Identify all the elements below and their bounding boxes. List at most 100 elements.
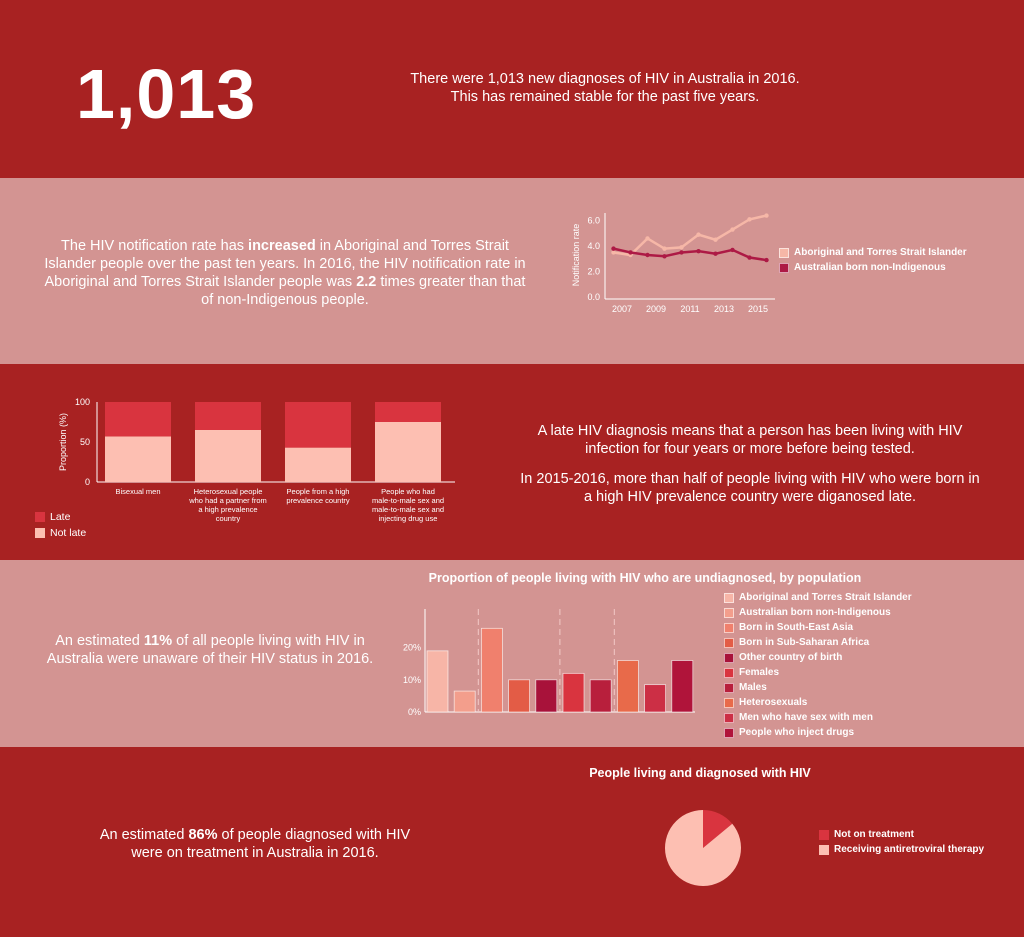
notification-rate-line-chart: 0.0 2.0 4.0 6.0 2007 2009 2011 2013 2015 Notifica… (571, 213, 775, 314)
undiag-bar (453, 690, 476, 713)
treatment-text: An estimated 86% of people diagnosed wit… (95, 826, 415, 862)
stack-category-label: People who had male-to-male sex and male-t… (372, 487, 444, 523)
pie-legend-swatch-receiving-art (819, 844, 829, 855)
line-y-tick-label: 4.0 (587, 241, 600, 251)
pie-legend-label-not-on-treatment: Not on treatment (834, 829, 914, 840)
undiag-legend-label: Born in South-East Asia (739, 622, 854, 633)
line-x-tick-label: 2011 (680, 304, 699, 314)
line-point (662, 254, 667, 259)
undiag-legend-label: Born in Sub-Saharan Africa (739, 637, 870, 648)
undiag-legend-item: Males (724, 680, 912, 695)
undiag-legend-item: Aboriginal and Torres Strait Islander (724, 590, 912, 605)
undiag-bar (616, 660, 639, 713)
section-total-diagnoses (0, 0, 1024, 178)
treatment-text-bold: 86% (188, 827, 218, 843)
stack-bar-late (375, 402, 441, 422)
stack-bar-not-late (285, 447, 351, 482)
undiagnosed-text-2: of all people living with HIV in Austral… (46, 633, 374, 667)
line-point (713, 251, 718, 256)
line-x-tick-label: 2015 (748, 304, 768, 314)
notification-text-3: times greater than that of non-Indigenou… (201, 274, 526, 308)
stack-legend-label-late: Late (50, 511, 71, 523)
undiag-y-tick-label: 0% (408, 707, 421, 717)
line-point (662, 246, 667, 251)
line-y-axis-label: Notification rate (571, 224, 581, 287)
undiag-legend-swatch (724, 682, 734, 693)
undiag-legend-item: Heterosexuals (724, 695, 912, 710)
undiag-bar (589, 679, 612, 713)
late-diagnosis-paragraph-1: A late HIV diagnosis means that a person… (537, 423, 963, 457)
pie-slice-receiving-art (665, 810, 741, 886)
line-y-tick-label: 0.0 (587, 292, 600, 302)
line-point (645, 236, 650, 241)
section-treatment (0, 747, 1024, 937)
stack-y-tick-label: 0 (85, 477, 90, 487)
notification-text-1: The HIV notification rate has (61, 238, 249, 254)
undiag-legend-label: People who inject drugs (739, 727, 855, 738)
stack-bar-not-late (375, 422, 441, 482)
undiag-legend-swatch (724, 637, 734, 648)
undiag-bar (481, 627, 503, 713)
stack-bar-late (195, 402, 261, 430)
pie-legend-item-not-on-treatment: Not on treatment (819, 829, 914, 840)
undiagnosed-legend: Aboriginal and Torres Strait Islander Aus… (724, 590, 912, 740)
notification-text-bold-1: increased (248, 238, 316, 254)
notification-text-2: in Aboriginal and Torres Strait Islander… (44, 238, 526, 290)
undiag-legend-swatch (724, 727, 734, 738)
undiag-legend-item: Australian born non-Indigenous (724, 605, 912, 620)
line-legend-item-non-indigenous: Australian born non-Indigenous (779, 262, 946, 273)
line-series-aboriginal (613, 214, 767, 257)
line-point (645, 252, 650, 258)
stack-bar-not-late (195, 430, 261, 482)
undiag-bar (562, 672, 585, 713)
late-diagnosis-paragraph-2: In 2015-2016, more than half of people l… (520, 471, 980, 505)
stack-legend-item-late: Late (35, 511, 70, 523)
line-point (713, 237, 718, 242)
pie-legend-label-receiving-art: Receiving antiretroviral therapy (834, 844, 985, 855)
undiagnosed-text-bold: 11% (143, 633, 173, 649)
undiagnosed-text-1: An estimated (55, 633, 144, 649)
stack-category-label: People from a high prevalence country (286, 487, 350, 505)
treatment-text-1: An estimated (99, 827, 189, 843)
undiag-legend-label: Aboriginal and Torres Strait Islander (739, 592, 912, 603)
undiagnosed-bar-chart: 0% 10% 20% (403, 609, 695, 717)
line-y-tick-label: 6.0 (587, 216, 600, 226)
total-diagnoses-text: There were 1,013 new diagnoses of HIV in… (380, 70, 830, 106)
pie-legend-swatch-not-on-treatment (819, 829, 829, 840)
line-legend-label-aboriginal: Aboriginal and Torres Strait Islander (794, 247, 967, 258)
stack-legend-swatch-not-late (35, 528, 45, 538)
line-point (679, 245, 684, 250)
late-diagnosis-bar-chart: 0 50 100 Proportion (%) Bisexual men Heterose… (58, 397, 455, 523)
line-x-tick-label: 2007 (612, 304, 632, 314)
treatment-text-2: of people diagnosed with HIV were on tre… (131, 827, 411, 861)
undiag-legend-swatch (724, 667, 734, 678)
line-y-tick-label: 2.0 (587, 267, 600, 277)
undiag-bar (535, 679, 558, 713)
undiag-bar (426, 650, 449, 713)
total-diagnoses-line1: There were 1,013 new diagnoses of HIV in… (410, 71, 800, 87)
stack-legend-item-not-late: Not late (35, 527, 86, 539)
total-diagnoses-number: 1,013 (76, 55, 257, 133)
pie-legend-item-receiving-art: Receiving antiretroviral therapy (819, 844, 984, 855)
stack-y-tick-label: 100 (75, 397, 90, 407)
line-point (730, 227, 735, 232)
total-diagnoses-line2: This has remained stable for the past fi… (450, 89, 760, 105)
pie-slice-not-on-treatment (703, 810, 733, 848)
line-point (747, 255, 752, 260)
line-legend-swatch-non-indigenous (779, 262, 789, 273)
undiagnosed-text: An estimated 11% of all people living wi… (30, 632, 390, 668)
undiag-legend-label: Males (739, 682, 767, 693)
line-point (747, 217, 752, 222)
section-undiagnosed (0, 560, 1024, 747)
line-point (764, 257, 769, 263)
undiag-bar (671, 660, 694, 713)
undiag-legend-label: Australian born non-Indigenous (739, 607, 891, 618)
stack-category-label: Heterosexual people who had a partner fro… (188, 487, 267, 523)
undiag-bar (644, 684, 667, 713)
line-point (764, 213, 769, 218)
line-point (696, 248, 701, 254)
undiagnosed-chart-title: Proportion of people living with HIV who… (428, 571, 862, 585)
line-point (611, 250, 616, 255)
stack-legend-swatch-late (35, 512, 45, 522)
undiag-legend-label: Other country of birth (739, 652, 843, 663)
